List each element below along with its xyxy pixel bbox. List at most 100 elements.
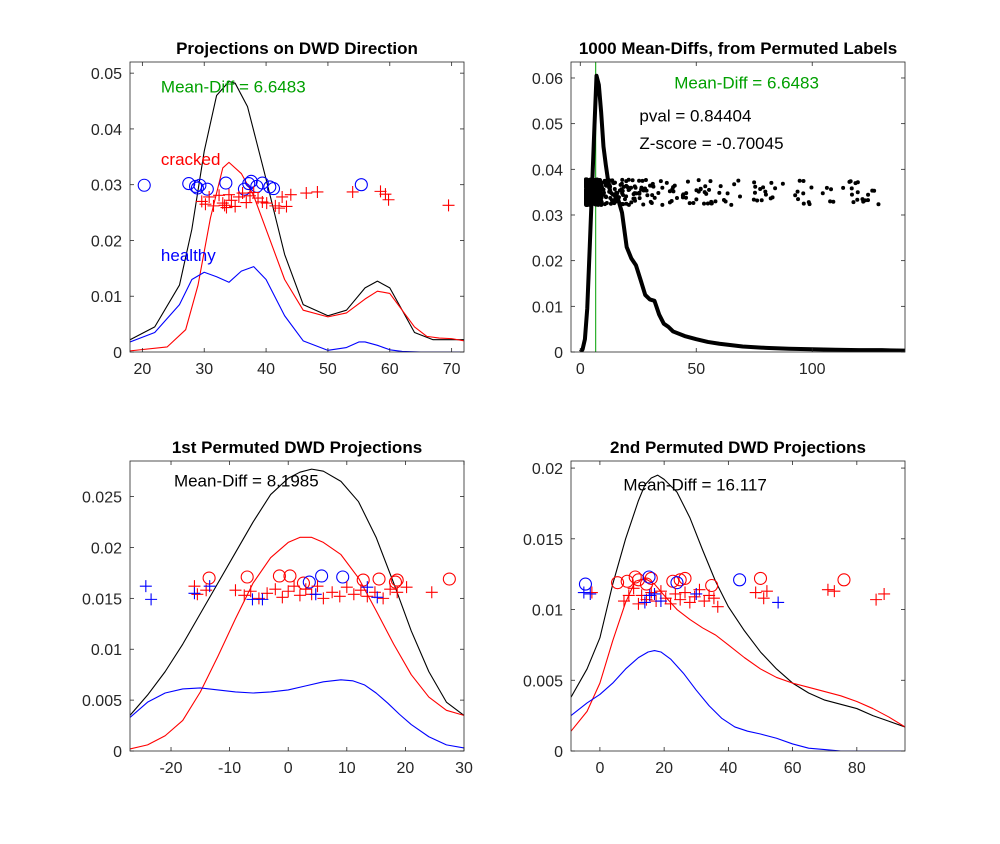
red-plus-marker: [333, 590, 346, 603]
blue-circle-marker: [219, 176, 233, 190]
mean-diff-dot: [721, 198, 726, 203]
red-plus-marker: [828, 585, 841, 598]
red-circle-marker: [705, 578, 719, 593]
mean-diff-dot: [660, 202, 665, 207]
red-plus-marker: [311, 580, 324, 593]
mean-diff-dot: [589, 179, 594, 184]
blue-plus-marker: [654, 595, 667, 608]
mean-diff-dot: [602, 202, 607, 207]
red-plus-marker: [749, 586, 762, 599]
blue-plus-marker: [643, 589, 656, 602]
mean-diff-dot: [596, 182, 601, 187]
blue-plus-marker: [188, 587, 201, 600]
red-plus-marker: [346, 185, 359, 198]
blue-circle-marker: [137, 178, 151, 192]
red-circle-marker: [673, 573, 687, 587]
x-tick-label: 0: [284, 760, 293, 777]
plot-area: [130, 62, 464, 352]
panel-1st-permuted: 1st Permuted DWD Projections -20 -10 0 10 20…: [82, 438, 473, 777]
mean-diff-dot: [851, 200, 856, 205]
red-density-curve: [130, 161, 464, 352]
mean-diff-dot: [768, 196, 773, 201]
plot-content: [130, 468, 464, 750]
red-plus-marker: [199, 198, 212, 211]
x-tick-label: 30: [195, 361, 213, 378]
blue-plus-marker: [203, 580, 216, 593]
mean-diff-dot: [650, 193, 655, 198]
mean-diff-dot: [870, 188, 875, 193]
red-circle-marker: [678, 571, 692, 585]
red-plus-marker: [442, 199, 455, 212]
mean-diff-dot: [620, 177, 625, 182]
annotation: Z-score = -0.70045: [639, 134, 783, 153]
mean-diff-dot: [624, 201, 629, 206]
blue-circle-marker: [642, 570, 656, 584]
red-circle-marker: [283, 569, 297, 583]
blue-circle-marker: [302, 575, 316, 589]
y-tick-label: 0.01: [532, 299, 563, 316]
mean-diff-dot: [729, 202, 734, 207]
blue-density-curve: [130, 266, 464, 352]
mean-diff-dot: [707, 187, 712, 192]
red-plus-marker: [280, 200, 293, 213]
mean-diff-dot: [612, 186, 617, 191]
mean-diff-dot: [650, 181, 655, 186]
chart-title: 2nd Permuted DWD Projections: [610, 438, 866, 457]
mean-diff-dot: [645, 193, 650, 198]
mean-diff-dot: [717, 190, 722, 195]
red-plus-marker: [632, 597, 645, 610]
mean-diff-dot: [621, 193, 626, 198]
red-plus-marker: [683, 596, 696, 609]
mean-diff-dot: [847, 179, 852, 184]
y-tick-label: 0.005: [523, 673, 563, 690]
red-plus-marker: [238, 589, 251, 602]
red-plus-marker: [284, 188, 297, 201]
black-density-curve: [130, 468, 464, 716]
red-plus-marker: [674, 593, 687, 606]
red-plus-marker: [659, 592, 672, 605]
red-plus-marker: [191, 588, 204, 601]
red-circle-marker: [442, 572, 456, 586]
panel-permuted-mean-diffs: 1000 Mean-Diffs, from Permuted Labels 0 5…: [532, 39, 906, 378]
mean-diff-dot: [801, 191, 806, 196]
mean-diff-dot: [718, 184, 723, 189]
blue-circle-marker: [242, 177, 256, 191]
red-plus-marker: [240, 196, 253, 209]
y-tick-label: 0: [113, 345, 122, 362]
blue-plus-marker: [648, 587, 661, 600]
mean-diff-dot: [593, 197, 598, 202]
red-circle-marker: [240, 570, 254, 584]
blue-circle-marker: [354, 178, 368, 192]
y-tick-label: 0: [554, 744, 563, 761]
mean-diff-dot: [587, 184, 592, 189]
mean-diff-dot: [684, 191, 689, 196]
blue-plus-marker: [139, 580, 152, 593]
mean-diff-dot: [829, 187, 834, 192]
red-plus-marker: [400, 581, 413, 594]
y-tick-label: 0.02: [91, 540, 122, 557]
y-tick-label: 0: [113, 744, 122, 761]
mean-diff-dot: [592, 183, 597, 188]
red-plus-marker: [276, 591, 289, 604]
red-plus-marker: [229, 584, 242, 597]
mean-diff-dot: [828, 199, 833, 204]
mean-diff-dot: [761, 185, 766, 190]
mean-diff-dot: [831, 199, 836, 204]
y-tick-label: 0.04: [91, 122, 122, 139]
blue-plus-marker: [309, 588, 322, 601]
red-plus-marker: [878, 587, 891, 600]
chart-title: 1st Permuted DWD Projections: [172, 438, 422, 457]
red-plus-marker: [269, 583, 282, 596]
mean-diff-dot: [759, 198, 764, 203]
mean-diff-dot: [709, 199, 714, 204]
red-plus-marker: [382, 193, 395, 206]
red-plus-marker: [347, 588, 360, 601]
x-tick-label: 80: [848, 760, 866, 777]
mean-diff-dot: [584, 191, 589, 196]
x-tick-label: 10: [338, 760, 356, 777]
mean-diff-dot: [696, 178, 701, 183]
mean-diff-dot: [736, 178, 741, 183]
red-plus-marker: [260, 197, 273, 210]
blue-circle-marker: [182, 177, 196, 191]
